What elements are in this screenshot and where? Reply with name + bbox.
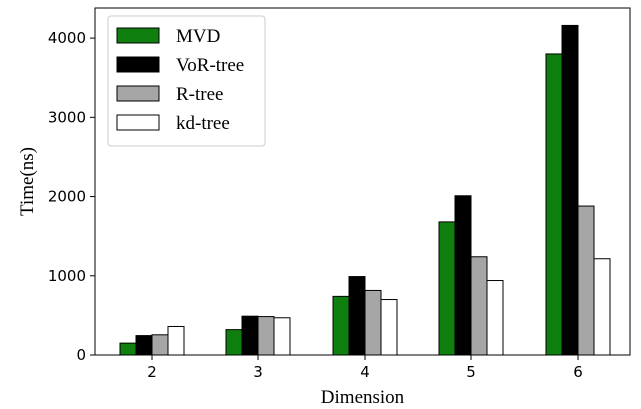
bar-r-tree-4 bbox=[364, 289, 382, 356]
bar-r-tree-2 bbox=[151, 334, 169, 356]
legend: MVD VoR-tree R-tree kd-tree bbox=[107, 15, 266, 147]
bar-mvd-4 bbox=[332, 295, 350, 356]
legend-label: R-tree bbox=[176, 84, 223, 105]
bar-vor-tree-4 bbox=[348, 276, 366, 356]
plot-frame bbox=[94, 7, 631, 356]
y-tick-label: 0 bbox=[76, 346, 86, 364]
bar-vor-tree-2 bbox=[135, 335, 153, 356]
y-tick-label: 3000 bbox=[48, 108, 86, 126]
legend-swatch bbox=[116, 114, 160, 131]
legend-swatch bbox=[116, 85, 160, 102]
bar-mvd-2 bbox=[119, 342, 137, 356]
y-tick-label: 4000 bbox=[48, 29, 86, 47]
legend-label: kd-tree bbox=[176, 113, 230, 134]
bar-mvd-6 bbox=[545, 53, 563, 356]
bar-kd-tree-2 bbox=[167, 325, 185, 356]
bar-vor-tree-3 bbox=[241, 315, 259, 356]
legend-box bbox=[107, 15, 266, 147]
legend-swatch bbox=[116, 27, 160, 44]
legend-swatch bbox=[116, 56, 160, 73]
bar-kd-tree-5 bbox=[486, 280, 504, 356]
y-tick-label: 2000 bbox=[48, 188, 86, 206]
y-axis-label: Time(ns) bbox=[17, 147, 38, 216]
legend-label: MVD bbox=[176, 26, 220, 47]
x-tick-label: 3 bbox=[253, 363, 263, 381]
bar-kd-tree-3 bbox=[273, 317, 291, 356]
y-tick-label: 1000 bbox=[48, 267, 86, 285]
bar-mvd-3 bbox=[225, 329, 243, 356]
bar-mvd-5 bbox=[438, 221, 456, 356]
bars-layer bbox=[119, 24, 611, 356]
bar-r-tree-3 bbox=[257, 316, 275, 356]
bar-vor-tree-6 bbox=[561, 24, 579, 356]
x-tick-label: 4 bbox=[360, 363, 370, 381]
bar-r-tree-6 bbox=[577, 205, 595, 356]
x-tick-label: 6 bbox=[573, 363, 583, 381]
bar-kd-tree-6 bbox=[593, 258, 611, 356]
legend-label: VoR-tree bbox=[176, 55, 244, 76]
x-tick-label: 2 bbox=[147, 363, 157, 381]
x-axis: 2 3 4 5 6 bbox=[147, 355, 583, 381]
bar-kd-tree-4 bbox=[380, 299, 398, 356]
bar-vor-tree-5 bbox=[454, 195, 472, 356]
bar-r-tree-5 bbox=[470, 256, 488, 356]
x-tick-label: 5 bbox=[466, 363, 476, 381]
y-axis: 0 1000 2000 3000 4000 bbox=[48, 29, 95, 364]
x-axis-label: Dimension bbox=[321, 387, 405, 408]
